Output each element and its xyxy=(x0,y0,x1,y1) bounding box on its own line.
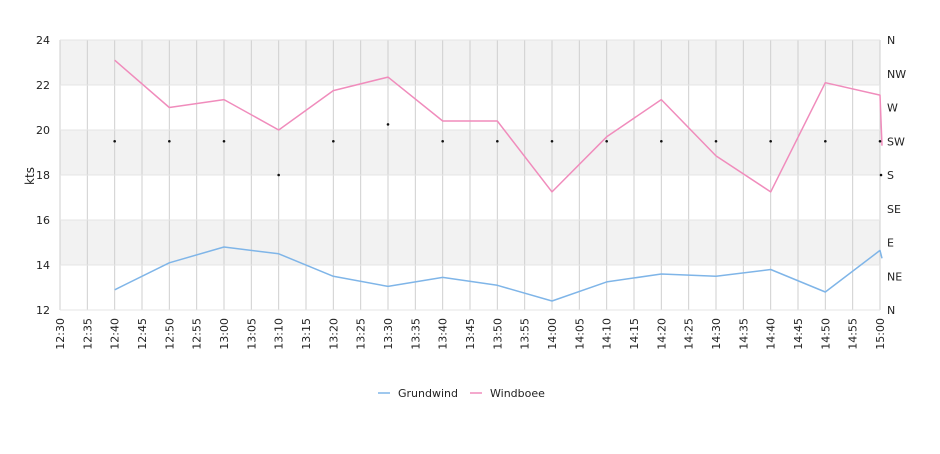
right-tick-label: E xyxy=(887,237,894,250)
direction-point xyxy=(168,139,171,143)
y-axis-title: kts xyxy=(23,167,37,185)
right-tick-label: SE xyxy=(887,203,901,216)
direction-point xyxy=(550,139,554,143)
x-tick-labels: 12:30 12:35 12:40 12:45 12:50 12:55 13:00 13:05… xyxy=(54,318,887,350)
x-tick-label: 12:35 xyxy=(81,318,94,350)
direction-point xyxy=(222,139,226,143)
y-tick-label: 16 xyxy=(36,214,50,227)
x-tick-label: 14:45 xyxy=(792,318,805,350)
x-tick-label: 12:30 xyxy=(54,318,67,350)
x-tick-label: 13:45 xyxy=(464,318,477,350)
right-tick-label: N xyxy=(887,304,895,317)
legend: Grundwind Windboee xyxy=(378,387,545,400)
x-tick-label: 14:00 xyxy=(546,318,559,350)
direction-point xyxy=(113,139,116,143)
y-tick-label: 20 xyxy=(36,124,50,137)
horizontal-grid xyxy=(60,39,880,311)
legend-label: Grundwind xyxy=(398,387,458,400)
x-tick-label: 12:45 xyxy=(136,318,149,350)
direction-point xyxy=(277,173,280,177)
x-tick-label: 14:15 xyxy=(628,318,641,350)
x-tick-label: 13:15 xyxy=(300,318,313,350)
y-tick-label: 18 xyxy=(36,169,50,182)
direction-layer xyxy=(113,123,883,177)
x-tick-label: 13:55 xyxy=(519,318,532,350)
x-tick-label: 14:10 xyxy=(601,318,614,350)
right-tick-label: W xyxy=(887,102,898,115)
direction-point xyxy=(386,123,390,126)
series-line xyxy=(114,246,883,302)
right-tick-label: SW xyxy=(887,135,905,148)
x-tick-label: 12:50 xyxy=(163,318,176,350)
x-tick-label: 13:10 xyxy=(273,318,286,350)
right-tick-labels: N NE E SE S SW W NW N xyxy=(887,34,906,317)
x-tick-label: 13:20 xyxy=(327,318,340,350)
x-tick-label: 15:00 xyxy=(874,318,887,350)
direction-point xyxy=(605,139,608,143)
x-tick-label: 13:25 xyxy=(355,318,368,350)
legend-label: Windboee xyxy=(490,387,545,400)
direction-point xyxy=(878,139,882,143)
x-tick-label: 14:30 xyxy=(710,318,723,350)
x-tick-label: 13:50 xyxy=(491,318,504,350)
x-tick-label: 14:05 xyxy=(573,318,586,350)
y-tick-label: 12 xyxy=(36,304,50,317)
direction-point xyxy=(441,139,444,143)
x-tick-label: 13:05 xyxy=(245,318,258,350)
x-tick-label: 12:55 xyxy=(191,318,204,350)
y-tick-labels: 12 14 16 18 20 22 24 xyxy=(36,34,50,317)
direction-point xyxy=(660,139,663,143)
right-tick-label: S xyxy=(887,169,894,182)
x-tick-label: 14:55 xyxy=(847,318,860,350)
x-tick-label: 14:35 xyxy=(737,318,750,350)
series-line xyxy=(114,59,883,193)
direction-point xyxy=(496,139,499,143)
direction-point xyxy=(332,139,335,143)
x-tick-label: 13:30 xyxy=(382,318,395,350)
x-tick-label: 14:25 xyxy=(683,318,696,350)
right-tick-label: NW xyxy=(887,68,906,81)
y-tick-label: 14 xyxy=(36,259,50,272)
direction-point xyxy=(714,139,718,143)
direction-point xyxy=(824,139,827,143)
series-layer xyxy=(114,59,883,302)
y-tick-label: 22 xyxy=(36,79,50,92)
x-tick-label: 13:00 xyxy=(218,318,231,350)
x-tick-label: 13:35 xyxy=(409,318,422,350)
right-tick-label: NE xyxy=(887,270,902,283)
right-tick-label: N xyxy=(887,34,895,47)
y-tick-label: 24 xyxy=(36,34,50,47)
x-tick-label: 14:40 xyxy=(765,318,778,350)
x-tick-label: 14:20 xyxy=(655,318,668,350)
direction-point xyxy=(769,139,772,143)
x-tick-label: 12:40 xyxy=(109,318,122,350)
direction-point xyxy=(879,173,883,177)
x-tick-label: 13:40 xyxy=(437,318,450,350)
x-tick-label: 14:50 xyxy=(819,318,832,350)
